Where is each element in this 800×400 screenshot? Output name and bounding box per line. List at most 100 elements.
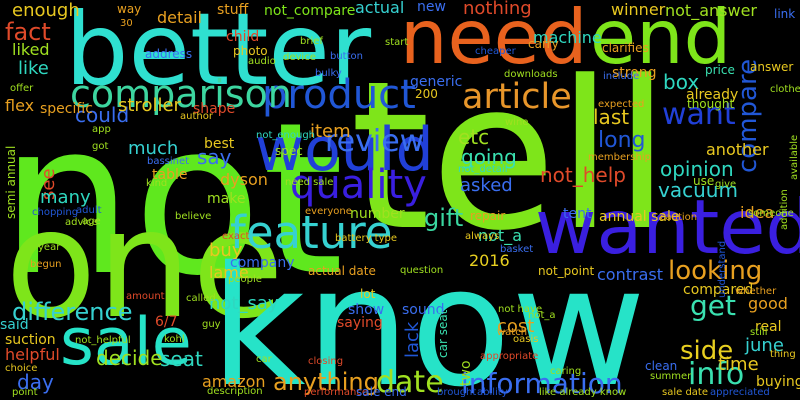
word-cloud-word: brought <box>437 387 477 398</box>
word-cloud-word: comparison <box>70 72 292 116</box>
word-cloud-word: day <box>17 370 54 394</box>
word-cloud-word: information <box>461 367 623 400</box>
word-cloud-word: device <box>283 52 316 63</box>
word-cloud-word: not <box>0 77 344 322</box>
word-cloud-word: spec <box>275 144 303 158</box>
word-cloud-word: semi annual <box>4 145 18 219</box>
word-cloud-word: closing <box>308 356 344 367</box>
word-cloud-word: feature <box>230 206 393 259</box>
word-cloud-word: point <box>12 387 38 398</box>
word-cloud-word: specific <box>40 101 93 117</box>
word-cloud-word: age <box>82 216 101 227</box>
word-cloud-word: say <box>197 145 232 169</box>
word-cloud-word: sale end <box>356 385 407 399</box>
word-cloud-word: app <box>92 124 111 135</box>
word-cloud-word: not_helpful <box>75 335 131 346</box>
word-cloud-word: whether <box>735 286 777 297</box>
word-cloud-word: nothing <box>463 0 532 19</box>
word-cloud-word: saying <box>337 315 383 331</box>
word-cloud-word: get <box>690 289 736 322</box>
word-cloud-word: seat <box>160 347 203 371</box>
word-cloud-word: choice <box>5 363 38 374</box>
word-cloud-word: way <box>117 2 142 16</box>
word-cloud-word: people <box>228 274 262 285</box>
word-cloud-word: everyone <box>305 206 352 217</box>
word-cloud-word: understand <box>717 240 728 298</box>
word-cloud-word: helpful <box>5 345 60 364</box>
word-cloud-word: good <box>748 294 788 313</box>
word-cloud-word: battery type <box>335 233 398 244</box>
word-cloud-word: would <box>255 115 434 185</box>
word-cloud-word: downloads <box>504 69 558 80</box>
word-cloud-word: quality <box>290 162 427 208</box>
word-cloud-word: need <box>400 0 588 81</box>
word-cloud-word: suction <box>5 332 56 348</box>
word-cloud-word: real <box>755 319 782 335</box>
word-cloud-word: use <box>693 174 715 188</box>
word-cloud-word: much <box>128 138 179 159</box>
word-cloud-word: know <box>210 231 647 400</box>
word-cloud-word: kind <box>146 178 168 189</box>
word-cloud-word: side <box>680 336 734 366</box>
word-cloud-word: another <box>706 140 769 159</box>
word-cloud-word: like already know <box>539 387 627 398</box>
word-cloud-word: going <box>461 145 517 169</box>
word-cloud-word: called <box>186 293 216 304</box>
word-cloud-word: caring <box>550 366 582 377</box>
word-cloud-word: price <box>705 63 735 77</box>
word-cloud-word: amount <box>126 291 165 302</box>
word-cloud-word: description <box>207 386 263 397</box>
word-cloud-word: performance <box>304 387 369 398</box>
word-cloud-word: liked <box>12 40 50 59</box>
word-cloud-word: like <box>18 58 49 79</box>
word-cloud-word: decide <box>96 346 163 370</box>
word-cloud-word: new <box>417 0 446 15</box>
word-cloud-word: contrast <box>597 265 663 284</box>
word-cloud-word: enough <box>12 0 80 21</box>
word-cloud-word: carry <box>528 37 559 51</box>
word-cloud-word: cheaper <box>475 46 516 57</box>
word-cloud-word: advice <box>65 217 98 228</box>
word-cloud-word: make <box>207 191 246 207</box>
word-cloud-word: asked <box>460 175 513 196</box>
word-cloud-word: adult <box>76 205 102 216</box>
word-cloud-word: not_answer <box>665 1 757 20</box>
word-cloud-word: difference <box>12 298 133 326</box>
word-cloud-word: actual date <box>308 264 376 278</box>
word-cloud-word: sale date <box>662 387 708 398</box>
word-cloud-word: fact <box>5 18 51 46</box>
word-cloud-word: answer <box>750 60 794 74</box>
word-cloud-word: basket <box>500 244 534 255</box>
word-cloud-word: audio <box>248 56 276 67</box>
word-cloud-word: wanted <box>535 183 800 271</box>
word-cloud-word: box <box>663 70 700 94</box>
word-cloud-word: oasis <box>513 334 539 345</box>
word-cloud-word: exact <box>222 231 250 242</box>
word-cloud-word: number <box>350 206 405 222</box>
word-cloud-word: 6/7 <box>155 314 178 330</box>
word-cloud-word: brief <box>300 36 323 47</box>
word-cloud-word: not_enough <box>256 130 316 141</box>
word-cloud-word: 30 <box>120 18 133 29</box>
word-cloud-word: thing <box>770 349 796 360</box>
word-cloud-word: machine <box>533 28 602 47</box>
word-cloud-word: caution <box>660 212 698 223</box>
word-cloud-word: sound <box>402 302 445 318</box>
word-cloud-word: tent <box>563 206 592 222</box>
word-cloud-word: looking <box>668 256 763 286</box>
word-cloud-word: actual <box>355 0 405 17</box>
word-cloud-word: show <box>348 302 385 318</box>
word-cloud-word: june <box>745 335 784 356</box>
word-cloud-word: lot <box>360 287 376 301</box>
word-cloud-word: not_point <box>538 264 595 278</box>
word-cloud-word: believe <box>175 211 212 222</box>
word-cloud-word: sale <box>60 305 192 380</box>
word-cloud-word: summer <box>650 371 692 382</box>
word-cloud-word: not have <box>498 304 543 315</box>
word-cloud-word: article <box>462 77 572 117</box>
word-cloud-word: not_a <box>478 226 523 245</box>
word-cloud-word: product <box>262 72 416 118</box>
word-cloud-word: vacuum <box>658 178 738 202</box>
word-cloud-word: anything <box>273 368 379 396</box>
